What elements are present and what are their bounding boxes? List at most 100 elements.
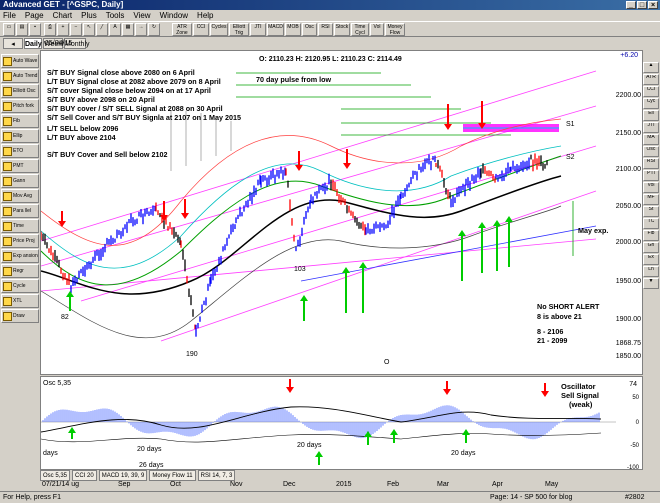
menu-file[interactable]: File [3, 11, 16, 20]
pitchfork-button[interactable]: Pitch fork [1, 99, 39, 113]
cycle-button[interactable]: Cycle [1, 279, 39, 293]
osc-button[interactable]: Osc [302, 23, 317, 36]
vol-button[interactable]: Vol [370, 23, 384, 36]
oscillator-panel[interactable]: Osc 5,35 74 50 0 -50 -100 Oscillator Sel… [40, 376, 643, 471]
right-tool-17[interactable]: Ex [643, 254, 659, 265]
eto-button[interactable]: ETO [1, 144, 39, 158]
left-toolbar: Auto Wave Auto Trend Elliott Osc Pitch f… [0, 50, 40, 470]
auto-wave-button[interactable]: Auto Wave [1, 54, 39, 68]
mob-button[interactable]: MOB [285, 23, 301, 36]
ohlc-readout: O: 2110.23 H: 2120.95 L: 2110.23 C: 2114… [259, 56, 402, 63]
stock-button[interactable]: Stock [334, 23, 350, 36]
s2-label: S2 [566, 154, 575, 161]
fib-button[interactable]: Fib [1, 114, 39, 128]
right-tool-8[interactable]: Osc [643, 146, 659, 157]
tab-monthly[interactable]: Monthly [64, 38, 90, 49]
menu-page[interactable]: Page [24, 11, 44, 20]
menu-plus[interactable]: Plus [81, 11, 97, 20]
cci-button[interactable]: CCI [193, 23, 209, 36]
refresh-icon[interactable]: ↻ [148, 23, 160, 36]
chart-date: 05/04/15 [45, 40, 73, 47]
wave-label-190: 190 [186, 351, 198, 358]
elliott-trig-button[interactable]: Elliott Trig [229, 23, 249, 36]
time-cycl-button[interactable]: Time Cycl [351, 23, 369, 36]
expansion-button[interactable]: Exp ansion [1, 249, 39, 263]
close-button[interactable]: × [648, 1, 658, 9]
bottom-tool-button[interactable]: Draw [1, 309, 39, 323]
new-icon[interactable]: ▭ [3, 23, 15, 36]
status-num: #2802 [625, 494, 645, 501]
xtl-button[interactable]: XTL [1, 294, 39, 308]
tab-rsi[interactable]: RSI 14, 7, 3 [197, 470, 236, 481]
mov-avg-button[interactable]: Mov Avg [1, 189, 39, 203]
tab-cci[interactable]: CCI 20 [72, 470, 97, 481]
maximize-button[interactable]: □ [637, 1, 647, 9]
x-label-sep: Sep [118, 481, 131, 488]
menu-view[interactable]: View [133, 11, 151, 20]
rsi-button[interactable]: RSI [318, 23, 333, 36]
wave-label-82: 82 [61, 314, 69, 321]
time-button[interactable]: Time [1, 219, 39, 233]
x-axis: 07/21/14 ug Sep Oct Nov Dec 2015 Feb Mar… [40, 481, 643, 491]
save-icon[interactable]: ▪ [29, 23, 41, 36]
atr-zone-button[interactable]: ATR Zone [172, 23, 192, 36]
back-icon[interactable]: ◂ [3, 38, 23, 49]
parallel-button[interactable]: Para llel [1, 204, 39, 218]
grid-icon[interactable]: ▦ [122, 23, 134, 36]
regression-button[interactable]: Regr [1, 264, 39, 278]
right-tool-16[interactable]: Gn [643, 242, 659, 253]
price-chart[interactable]: +6.20 2200.00 2150.00 2100.00 2050.00 20… [40, 50, 643, 375]
x-label-apr: Apr [492, 481, 503, 488]
time-icon [3, 221, 12, 231]
zoom-in-icon[interactable]: + [57, 23, 69, 36]
arrow-icon[interactable]: → [135, 23, 147, 36]
right-tool-13[interactable]: St [643, 206, 659, 217]
right-tool-4[interactable]: Cyc [643, 98, 659, 109]
right-tool-15[interactable]: Fib [643, 230, 659, 241]
money-flow-button[interactable]: Money Flow [385, 23, 405, 36]
price-bars [40, 153, 548, 337]
cycles-button[interactable]: Cycles [210, 23, 228, 36]
channel-line [160, 190, 597, 342]
ellipse-button[interactable]: Ellip [1, 129, 39, 143]
tab-weekly[interactable]: Weekly [43, 38, 67, 49]
right-tool-2[interactable]: ATR [643, 74, 659, 85]
tab-osc[interactable]: Osc 5,35 [40, 470, 71, 481]
jti-button[interactable]: JTI [250, 23, 266, 36]
x-label-dec: Dec [283, 481, 296, 488]
tab-money-flow[interactable]: Money Flow 11 [149, 470, 196, 481]
pmt-button[interactable]: PMT [1, 159, 39, 173]
right-tool-14[interactable]: TC [643, 218, 659, 229]
line-icon[interactable]: ╱ [96, 23, 108, 36]
zoom-out-icon[interactable]: − [70, 23, 82, 36]
gann-button[interactable]: Gann [1, 174, 39, 188]
print-icon[interactable]: ⎙ [44, 23, 56, 36]
price-proj-button[interactable]: Price Proj [1, 234, 39, 248]
auto-trend-button[interactable]: Auto Trend [1, 69, 39, 83]
right-tool-1[interactable]: ▲ [643, 62, 659, 73]
right-tool-19[interactable]: ▼ [643, 278, 659, 289]
right-tool-5[interactable]: Ell [643, 110, 659, 121]
menu-help[interactable]: Help [197, 11, 214, 20]
osc-buy-arrows [68, 427, 470, 465]
minimize-button[interactable]: _ [626, 1, 636, 9]
right-tool-10[interactable]: PTI [643, 170, 659, 181]
open-icon[interactable]: ▤ [16, 23, 28, 36]
tab-daily[interactable]: Daily [24, 38, 42, 49]
right-tool-9[interactable]: RSI [643, 158, 659, 169]
right-tool-3[interactable]: CCI [643, 86, 659, 97]
right-tool-12[interactable]: MF [643, 194, 659, 205]
text-icon[interactable]: A [109, 23, 121, 36]
right-tool-7[interactable]: MA [643, 134, 659, 145]
osc-label: Osc 5,35 [43, 380, 71, 387]
tab-macd[interactable]: MACD 19, 39, 9 [98, 470, 148, 481]
menu-chart[interactable]: Chart [52, 11, 73, 20]
right-tool-6[interactable]: JTI [643, 122, 659, 133]
right-tool-18[interactable]: Ln [643, 266, 659, 277]
menu-window[interactable]: Window [159, 11, 189, 20]
macd-button[interactable]: MACD [267, 23, 284, 36]
cursor-icon[interactable]: ↖ [83, 23, 95, 36]
menu-tools[interactable]: Tools [105, 11, 125, 20]
elliott-osc-button[interactable]: Elliott Osc [1, 84, 39, 98]
right-tool-11[interactable]: Vol [643, 182, 659, 193]
